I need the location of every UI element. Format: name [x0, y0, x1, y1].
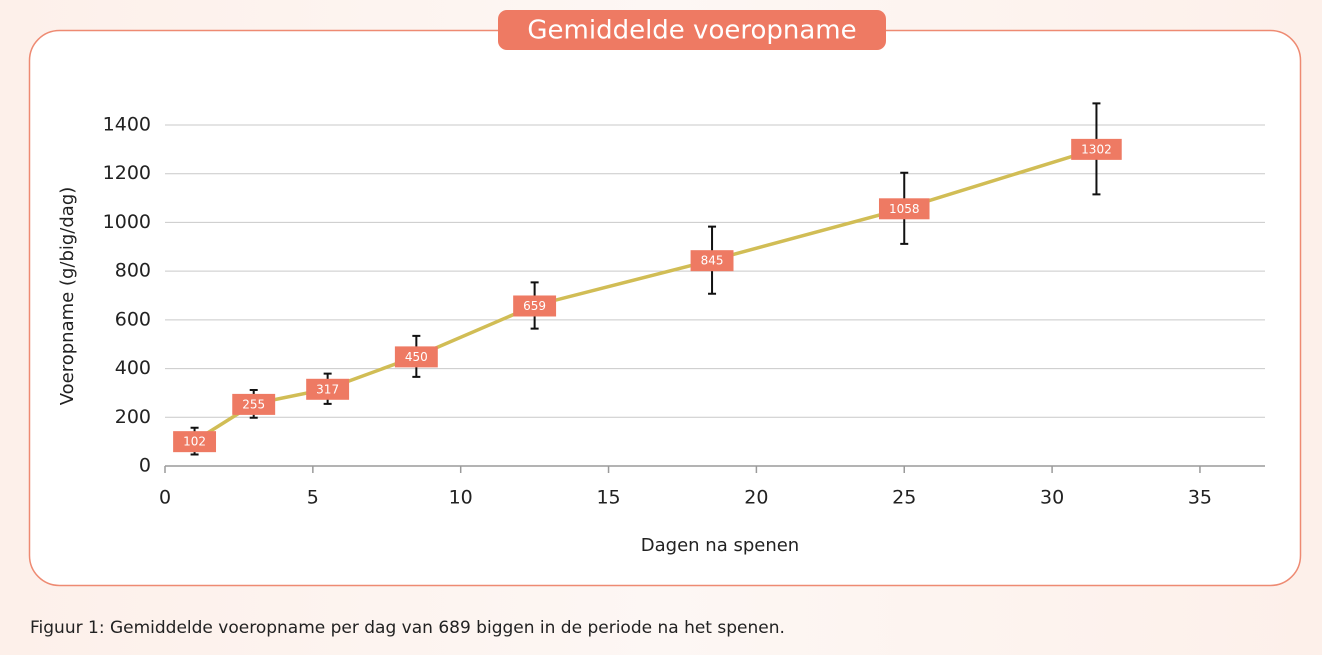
value-label-box: [690, 250, 734, 272]
y-tick-label: 200: [115, 406, 151, 428]
value-label-box: [878, 198, 930, 220]
value-label: 317: [316, 382, 339, 396]
x-tick-label: 0: [159, 487, 171, 509]
value-label-box: [232, 393, 276, 415]
value-label: 845: [701, 254, 724, 268]
y-tick-label: 1000: [103, 211, 151, 233]
value-label-box: [394, 346, 438, 368]
value-label: 102: [183, 435, 206, 449]
x-tick-label: 5: [307, 487, 319, 509]
y-tick-label: 400: [115, 357, 151, 379]
x-tick-label: 20: [744, 487, 768, 509]
x-tick-label: 35: [1188, 487, 1212, 509]
value-label: 659: [523, 299, 546, 313]
y-tick-label: 0: [139, 455, 151, 477]
x-axis-label: Dagen na spenen: [641, 535, 799, 556]
value-label: 255: [242, 397, 265, 411]
y-axis-label: Voeropname (g/big/dag): [57, 187, 78, 406]
value-label: 1058: [889, 202, 920, 216]
x-tick-label: 30: [1040, 487, 1064, 509]
y-tick-label: 1200: [103, 162, 151, 184]
x-tick-label: 25: [892, 487, 916, 509]
x-tick-label: 15: [596, 487, 620, 509]
chart-title: Gemiddelde voeropname: [527, 16, 856, 46]
value-label: 1302: [1081, 142, 1112, 156]
card: [28, 29, 1302, 587]
y-tick-label: 800: [115, 260, 151, 282]
value-label-box: [173, 431, 217, 453]
value-label-box: [1071, 138, 1122, 160]
value-label-box: [513, 295, 557, 317]
caption: Figuur 1: Gemiddelde voeropname per dag …: [30, 618, 785, 638]
y-tick-label: 600: [115, 308, 151, 330]
title-pill: [498, 10, 886, 50]
x-tick-label: 10: [449, 487, 473, 509]
value-label-box: [306, 378, 350, 400]
value-label: 450: [405, 350, 428, 364]
y-tick-label: 1400: [103, 114, 151, 136]
